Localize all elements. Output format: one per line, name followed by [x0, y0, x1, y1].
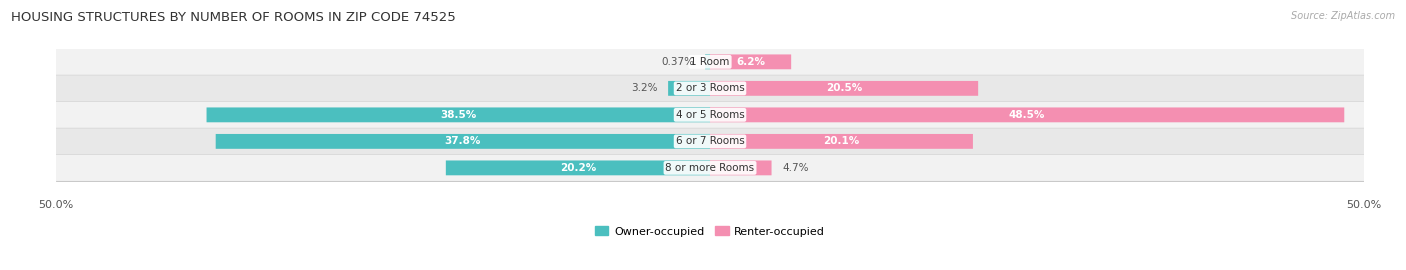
Text: 4 or 5 Rooms: 4 or 5 Rooms: [676, 110, 744, 120]
Text: 20.5%: 20.5%: [825, 83, 862, 93]
Text: 38.5%: 38.5%: [440, 110, 477, 120]
FancyBboxPatch shape: [49, 155, 1371, 181]
Text: 48.5%: 48.5%: [1010, 110, 1045, 120]
FancyBboxPatch shape: [207, 107, 710, 122]
Text: 6.2%: 6.2%: [737, 57, 765, 67]
Text: 0.37%: 0.37%: [662, 57, 695, 67]
FancyBboxPatch shape: [710, 160, 772, 175]
FancyBboxPatch shape: [49, 102, 1371, 128]
FancyBboxPatch shape: [710, 81, 979, 96]
Text: 20.2%: 20.2%: [560, 163, 596, 173]
Legend: Owner-occupied, Renter-occupied: Owner-occupied, Renter-occupied: [595, 226, 825, 237]
Text: HOUSING STRUCTURES BY NUMBER OF ROOMS IN ZIP CODE 74525: HOUSING STRUCTURES BY NUMBER OF ROOMS IN…: [11, 11, 456, 24]
Text: 6 or 7 Rooms: 6 or 7 Rooms: [676, 136, 744, 146]
Text: 8 or more Rooms: 8 or more Rooms: [665, 163, 755, 173]
FancyBboxPatch shape: [49, 75, 1371, 102]
FancyBboxPatch shape: [49, 49, 1371, 75]
Text: 20.1%: 20.1%: [824, 136, 859, 146]
FancyBboxPatch shape: [49, 128, 1371, 155]
FancyBboxPatch shape: [215, 134, 710, 149]
FancyBboxPatch shape: [710, 134, 973, 149]
Text: 37.8%: 37.8%: [444, 136, 481, 146]
Text: Source: ZipAtlas.com: Source: ZipAtlas.com: [1291, 11, 1395, 21]
FancyBboxPatch shape: [710, 55, 792, 69]
FancyBboxPatch shape: [706, 55, 710, 69]
FancyBboxPatch shape: [668, 81, 710, 96]
Text: 3.2%: 3.2%: [631, 83, 658, 93]
Text: 1 Room: 1 Room: [690, 57, 730, 67]
Text: 4.7%: 4.7%: [782, 163, 808, 173]
FancyBboxPatch shape: [710, 107, 1344, 122]
Text: 2 or 3 Rooms: 2 or 3 Rooms: [676, 83, 744, 93]
FancyBboxPatch shape: [446, 160, 710, 175]
